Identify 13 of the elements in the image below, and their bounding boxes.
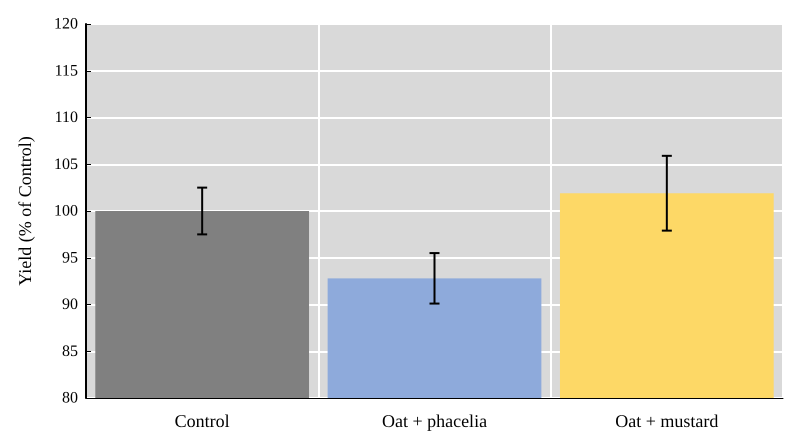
y-tick-label: 90 <box>62 296 78 313</box>
y-tick-label: 115 <box>54 62 78 80</box>
y-axis-title: Yield (% of Control) <box>15 136 35 286</box>
x-tick-label: Control <box>174 411 230 431</box>
x-tick-label: Oat + phacelia <box>382 411 488 431</box>
y-tick-label: 120 <box>54 16 78 32</box>
y-tick-label: 105 <box>54 156 78 173</box>
y-tick-label: 95 <box>62 249 78 266</box>
y-tick-label: 110 <box>54 109 78 126</box>
y-tick-label: 85 <box>62 342 78 360</box>
y-tick-label: 80 <box>62 390 78 406</box>
y-tick-label: 100 <box>54 202 78 220</box>
x-tick-label: Oat + mustard <box>615 411 718 431</box>
